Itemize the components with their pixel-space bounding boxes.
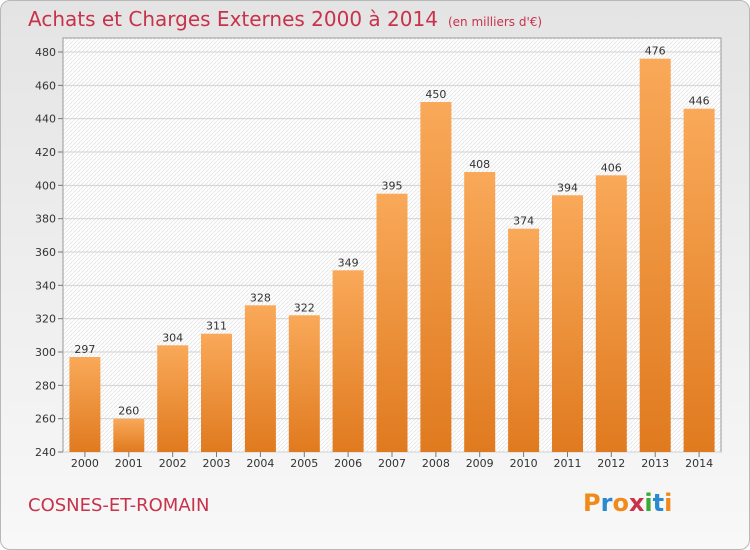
bar-value-label: 446 [689, 95, 710, 108]
bar [332, 270, 364, 452]
x-tick-label: 2010 [510, 457, 538, 470]
bar [244, 305, 276, 452]
y-tick-label: 400 [35, 179, 56, 192]
bar-value-label: 394 [557, 181, 578, 194]
chart-subtitle: (en milliers d'€) [447, 15, 543, 29]
x-tick-label: 2000 [71, 457, 99, 470]
bar [157, 345, 189, 452]
y-tick-label: 440 [35, 113, 56, 126]
bar [288, 315, 320, 452]
bar [464, 172, 496, 452]
y-tick-label: 340 [35, 279, 56, 292]
bar-value-label: 304 [162, 331, 183, 344]
logo-letter: i [644, 489, 653, 517]
proxiti-logo: Proxiti [583, 489, 672, 517]
bar-value-label: 476 [645, 45, 666, 58]
logo-letter: t [652, 489, 665, 517]
bar [552, 195, 583, 453]
chart-title-text: Achats et Charges Externes 2000 à 2014 [28, 7, 438, 31]
y-tick-label: 480 [35, 46, 56, 59]
x-tick-label: 2013 [641, 457, 669, 470]
chart-title: Achats et Charges Externes 2000 à 2014 (e… [28, 7, 542, 31]
bar-value-label: 374 [513, 215, 534, 228]
x-tick-label: 2002 [159, 457, 187, 470]
bar-value-label: 322 [294, 301, 315, 314]
bar-value-label: 297 [74, 343, 95, 356]
y-tick-label: 380 [35, 213, 56, 226]
logo-letter: x [628, 489, 645, 517]
x-tick-label: 2014 [685, 457, 713, 470]
y-axis: 240 260 280 300 320 340 360 380 400 420 440 460 480 [35, 46, 63, 459]
bar [201, 333, 232, 452]
bar [376, 193, 408, 452]
bar [683, 108, 715, 452]
y-tick-label: 320 [35, 313, 56, 326]
logo-letter: o [612, 489, 629, 517]
bar [420, 102, 452, 452]
y-tick-label: 280 [35, 379, 56, 392]
bar [69, 357, 101, 452]
bar-value-label: 328 [250, 291, 271, 304]
bar [113, 418, 145, 452]
x-tick-label: 2006 [334, 457, 362, 470]
bar-value-label: 260 [118, 405, 139, 418]
y-tick-label: 260 [35, 413, 56, 426]
bar-value-label: 311 [206, 320, 227, 333]
x-tick-label: 2007 [378, 457, 406, 470]
x-tick-label: 2001 [115, 457, 143, 470]
x-axis: 2000 2001 2002 2003 2004 2005 2006 2007 2008 2009… [71, 452, 713, 470]
location-name: COSNES-ET-ROMAIN [28, 495, 210, 516]
y-tick-label: 240 [35, 446, 56, 459]
bar [639, 58, 671, 452]
bar-value-label: 349 [338, 256, 359, 269]
bars: 297 260 304 311 328 322 349 395 450 408 374 394 406 4… [69, 45, 715, 453]
bar [595, 175, 627, 453]
x-tick-label: 2005 [290, 457, 318, 470]
bar [508, 228, 540, 452]
x-tick-label: 2011 [554, 457, 582, 470]
logo-letter: i [664, 489, 673, 517]
x-tick-label: 2009 [466, 457, 494, 470]
bar-value-label: 450 [425, 88, 446, 101]
x-tick-label: 2008 [422, 457, 450, 470]
y-tick-label: 360 [35, 246, 56, 259]
x-tick-label: 2003 [203, 457, 231, 470]
x-tick-label: 2004 [246, 457, 274, 470]
y-tick-label: 460 [35, 79, 56, 92]
y-tick-label: 300 [35, 346, 56, 359]
y-tick-label: 420 [35, 146, 56, 159]
logo-letter: r [600, 489, 613, 517]
bar-value-label: 408 [469, 158, 490, 171]
bar-value-label: 395 [382, 180, 403, 193]
logo-letter: P [583, 489, 601, 517]
x-tick-label: 2012 [597, 457, 625, 470]
bar-value-label: 406 [601, 161, 622, 174]
